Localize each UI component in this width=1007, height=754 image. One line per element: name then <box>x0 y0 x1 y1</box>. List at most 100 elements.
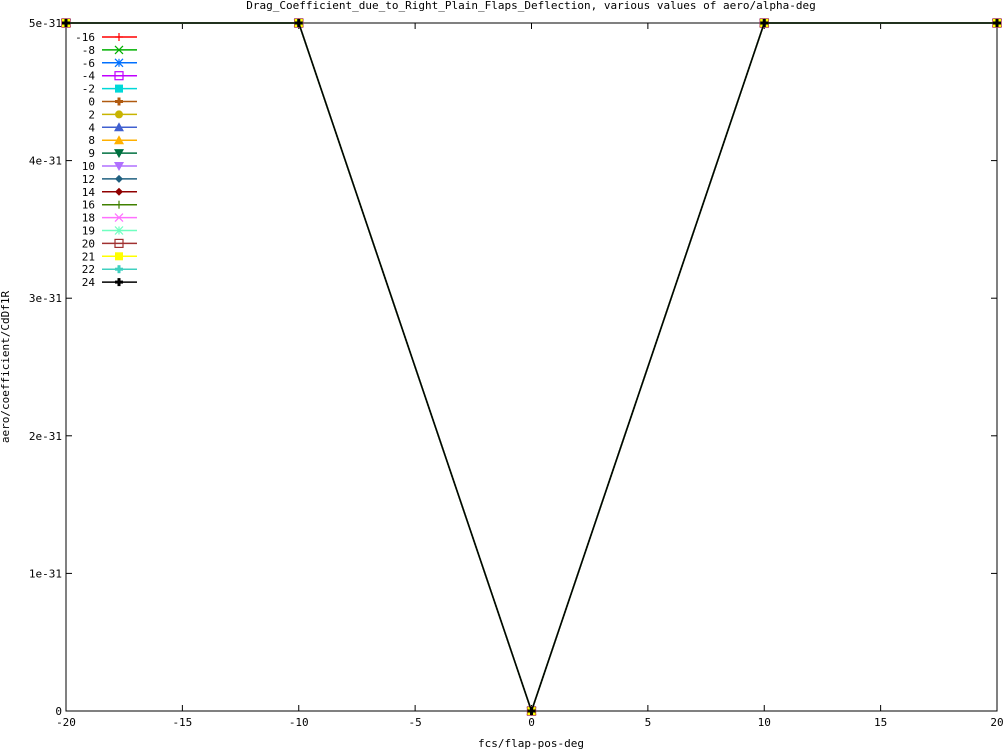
series-layer <box>61 18 1002 716</box>
x-tick-label: -15 <box>172 716 192 729</box>
legend-label: 8 <box>88 134 95 147</box>
x-axis: -20 -15 -10 -5 0 5 10 15 20 <box>56 23 1004 729</box>
legend-item: 2 <box>88 108 137 121</box>
series-10 <box>61 19 1002 716</box>
series-line <box>66 22 997 714</box>
legend-marker <box>115 187 123 196</box>
series-line <box>66 22 997 714</box>
legend-label: 16 <box>82 199 95 212</box>
x-tick-label: 5 <box>645 716 652 729</box>
series-line <box>66 22 997 714</box>
series-line <box>66 22 997 714</box>
series-4 <box>61 18 1002 715</box>
legend-label: -16 <box>75 31 95 44</box>
series-12 <box>62 19 1001 715</box>
legend-item: -8 <box>82 44 137 57</box>
legend-item: 16 <box>82 199 137 212</box>
legend-marker <box>114 45 124 55</box>
x-axis-label: fcs/flap-pos-deg <box>478 737 584 750</box>
legend-label: 9 <box>88 147 95 160</box>
legend-marker <box>115 278 123 287</box>
series--8 <box>61 18 1002 716</box>
legend-label: 14 <box>82 186 96 199</box>
y-tick-label: 1e-31 <box>29 567 62 580</box>
series-line <box>66 22 997 714</box>
series-line <box>66 22 997 714</box>
series--16 <box>62 19 1001 715</box>
legend-marker <box>114 162 124 171</box>
legend-label: -6 <box>82 57 95 70</box>
legend-marker <box>114 238 124 248</box>
legend-marker <box>114 71 124 81</box>
series-line <box>66 22 997 714</box>
legend-label: 0 <box>88 96 95 109</box>
series-14 <box>62 19 1001 715</box>
series-line <box>66 22 997 714</box>
legend-marker <box>115 84 123 93</box>
series-line <box>66 22 997 714</box>
series-line <box>66 22 997 714</box>
legend-item: 8 <box>88 134 137 147</box>
legend-item: -16 <box>75 31 137 44</box>
legend-item: 14 <box>82 186 137 199</box>
x-tick-label: -5 <box>409 716 422 729</box>
legend-marker <box>115 252 123 261</box>
x-tick-label: 0 <box>528 716 535 729</box>
legend-item: 20 <box>82 237 137 250</box>
series-line <box>66 22 997 714</box>
x-tick-label: -10 <box>289 716 309 729</box>
series-line <box>66 22 997 714</box>
legend-item: 0 <box>88 96 137 109</box>
series-0 <box>62 19 1001 715</box>
series-line <box>66 22 997 714</box>
legend-label: -8 <box>82 44 95 57</box>
legend-marker <box>114 135 124 145</box>
legend-item: 24 <box>82 276 137 289</box>
x-tick-label: 15 <box>874 716 887 729</box>
legend-label: 10 <box>82 160 95 173</box>
y-tick-label: 2e-31 <box>29 430 62 443</box>
legend-marker <box>115 200 123 209</box>
series-line <box>66 22 997 714</box>
x-tick-label: 10 <box>758 716 771 729</box>
legend-label: 2 <box>88 108 95 121</box>
legend-label: 22 <box>82 263 95 276</box>
series-line <box>66 22 997 714</box>
y-tick-label: 0 <box>55 705 62 718</box>
legend-marker <box>115 110 123 119</box>
legend-item: 12 <box>82 173 137 186</box>
series-20 <box>61 18 1002 716</box>
legend-label: 20 <box>82 237 95 250</box>
legend-marker <box>115 265 123 274</box>
series--4 <box>61 18 1002 716</box>
series-line <box>66 22 997 714</box>
chart-title: Drag_Coefficient_due_to_Right_Plain_Flap… <box>246 0 816 12</box>
data-point <box>760 19 769 27</box>
y-tick-label: 4e-31 <box>29 155 62 168</box>
legend-marker <box>114 226 124 235</box>
legend-label: 12 <box>82 173 95 186</box>
legend-item: 21 <box>82 250 137 263</box>
series-line <box>66 22 997 714</box>
series--6 <box>61 18 1002 716</box>
x-tick-label: -20 <box>56 716 76 729</box>
legend-item: 4 <box>88 121 137 134</box>
series-line <box>66 22 997 714</box>
legend-marker <box>115 33 123 41</box>
legend-item: -4 <box>82 70 137 83</box>
series-8 <box>61 18 1002 715</box>
series-24 <box>62 19 1001 715</box>
legend-label: 21 <box>82 250 95 263</box>
series-9 <box>61 19 1002 716</box>
y-axis: 0 1e-31 2e-31 3e-31 4e-31 5e-31 <box>29 17 997 718</box>
y-tick-label: 3e-31 <box>29 292 62 305</box>
legend-label: 24 <box>82 276 96 289</box>
plot-frame <box>65 22 998 712</box>
legend-item: 18 <box>82 212 137 225</box>
legend-marker <box>114 58 124 68</box>
legend-item: 22 <box>82 263 137 276</box>
legend-item: 19 <box>82 225 137 238</box>
